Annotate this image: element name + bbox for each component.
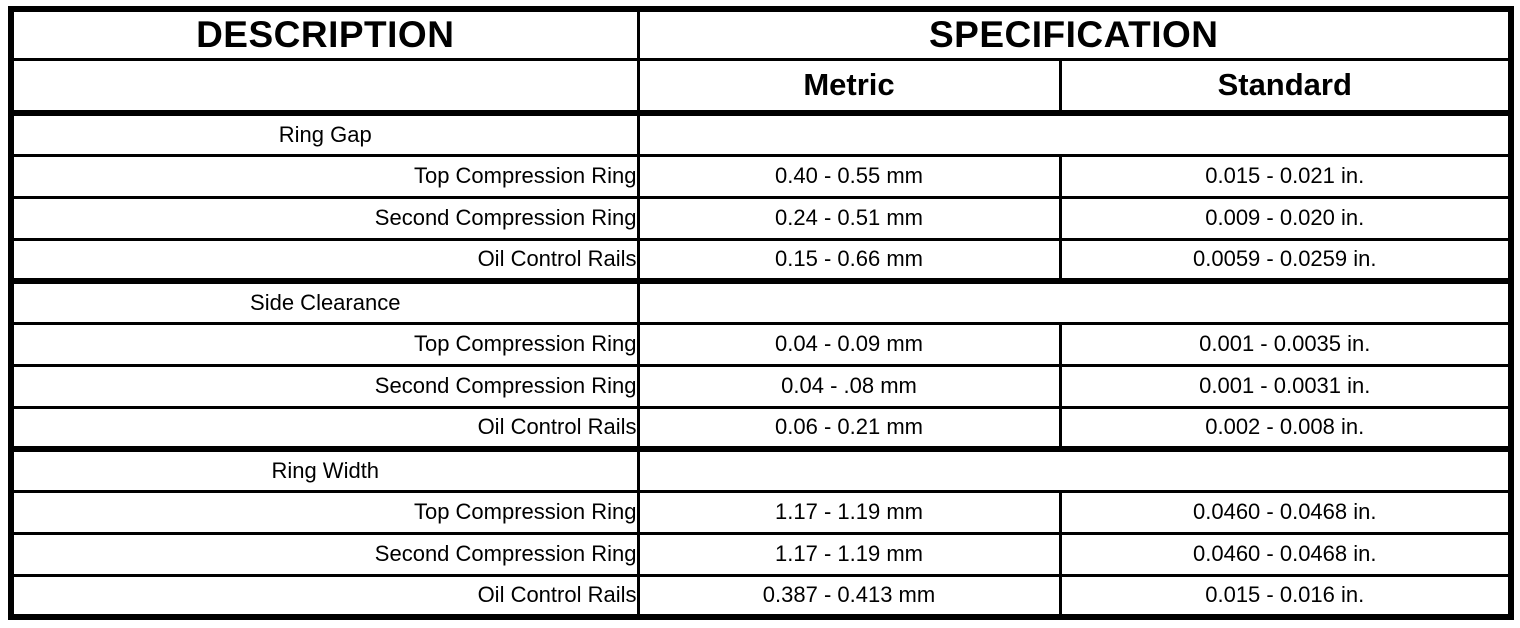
description-cell: Oil Control Rails bbox=[9, 573, 640, 619]
metric-value-cell: 1.17 - 1.19 mm bbox=[636, 531, 1062, 577]
metric-value-cell: 0.04 - .08 mm bbox=[636, 363, 1062, 409]
empty-header-cell bbox=[9, 57, 640, 116]
table-row: Top Compression Ring 0.40 - 0.55 mm 0.01… bbox=[9, 153, 1513, 199]
table-row: Second Compression Ring 0.04 - .08 mm 0.… bbox=[9, 363, 1513, 409]
group-label: Ring Gap bbox=[9, 110, 640, 157]
description-cell: Top Compression Ring bbox=[9, 489, 640, 535]
description-header: DESCRIPTION bbox=[9, 7, 640, 61]
header-row-main: DESCRIPTION SPECIFICATION bbox=[9, 7, 1513, 61]
group-label: Ring Width bbox=[9, 446, 640, 493]
description-cell: Second Compression Ring bbox=[9, 363, 640, 409]
standard-value-cell: 0.015 - 0.021 in. bbox=[1058, 153, 1513, 199]
description-cell: Oil Control Rails bbox=[9, 237, 640, 283]
group-spec-empty-cell bbox=[636, 278, 1513, 325]
metric-value-cell: 1.17 - 1.19 mm bbox=[636, 489, 1062, 535]
metric-value-cell: 0.40 - 0.55 mm bbox=[636, 153, 1062, 199]
table-row: Second Compression Ring 0.24 - 0.51 mm 0… bbox=[9, 195, 1513, 241]
description-cell: Top Compression Ring bbox=[9, 153, 640, 199]
standard-value-cell: 0.002 - 0.008 in. bbox=[1058, 405, 1513, 451]
metric-value-cell: 0.24 - 0.51 mm bbox=[636, 195, 1062, 241]
group-spec-empty-cell bbox=[636, 110, 1513, 157]
description-cell: Second Compression Ring bbox=[9, 531, 640, 577]
table-row: Oil Control Rails 0.387 - 0.413 mm 0.015… bbox=[9, 573, 1513, 619]
description-cell: Second Compression Ring bbox=[9, 195, 640, 241]
group-row: Ring Width bbox=[9, 446, 1513, 493]
standard-value-cell: 0.001 - 0.0031 in. bbox=[1058, 363, 1513, 409]
description-cell: Top Compression Ring bbox=[9, 321, 640, 367]
table-row: Oil Control Rails 0.15 - 0.66 mm 0.0059 … bbox=[9, 237, 1513, 283]
specification-table: DESCRIPTION SPECIFICATION Metric Standar… bbox=[8, 6, 1514, 620]
standard-value-cell: 0.0460 - 0.0468 in. bbox=[1058, 531, 1513, 577]
metric-value-cell: 0.387 - 0.413 mm bbox=[636, 573, 1062, 619]
standard-value-cell: 0.0460 - 0.0468 in. bbox=[1058, 489, 1513, 535]
metric-column-header: Metric bbox=[636, 57, 1062, 116]
standard-value-cell: 0.0059 - 0.0259 in. bbox=[1058, 237, 1513, 283]
group-row: Side Clearance bbox=[9, 278, 1513, 325]
group-spec-empty-cell bbox=[636, 446, 1513, 493]
table-row: Oil Control Rails 0.06 - 0.21 mm 0.002 -… bbox=[9, 405, 1513, 451]
table-row: Second Compression Ring 1.17 - 1.19 mm 0… bbox=[9, 531, 1513, 577]
metric-value-cell: 0.15 - 0.66 mm bbox=[636, 237, 1062, 283]
standard-value-cell: 0.015 - 0.016 in. bbox=[1058, 573, 1513, 619]
group-row: Ring Gap bbox=[9, 110, 1513, 157]
metric-value-cell: 0.06 - 0.21 mm bbox=[636, 405, 1062, 451]
group-label: Side Clearance bbox=[9, 278, 640, 325]
table-row: Top Compression Ring 0.04 - 0.09 mm 0.00… bbox=[9, 321, 1513, 367]
standard-value-cell: 0.009 - 0.020 in. bbox=[1058, 195, 1513, 241]
metric-value-cell: 0.04 - 0.09 mm bbox=[636, 321, 1062, 367]
standard-value-cell: 0.001 - 0.0035 in. bbox=[1058, 321, 1513, 367]
table-row: Top Compression Ring 1.17 - 1.19 mm 0.04… bbox=[9, 489, 1513, 535]
specification-header: SPECIFICATION bbox=[636, 7, 1513, 61]
standard-column-header: Standard bbox=[1058, 57, 1513, 116]
description-cell: Oil Control Rails bbox=[9, 405, 640, 451]
header-row-units: Metric Standard bbox=[9, 57, 1513, 116]
